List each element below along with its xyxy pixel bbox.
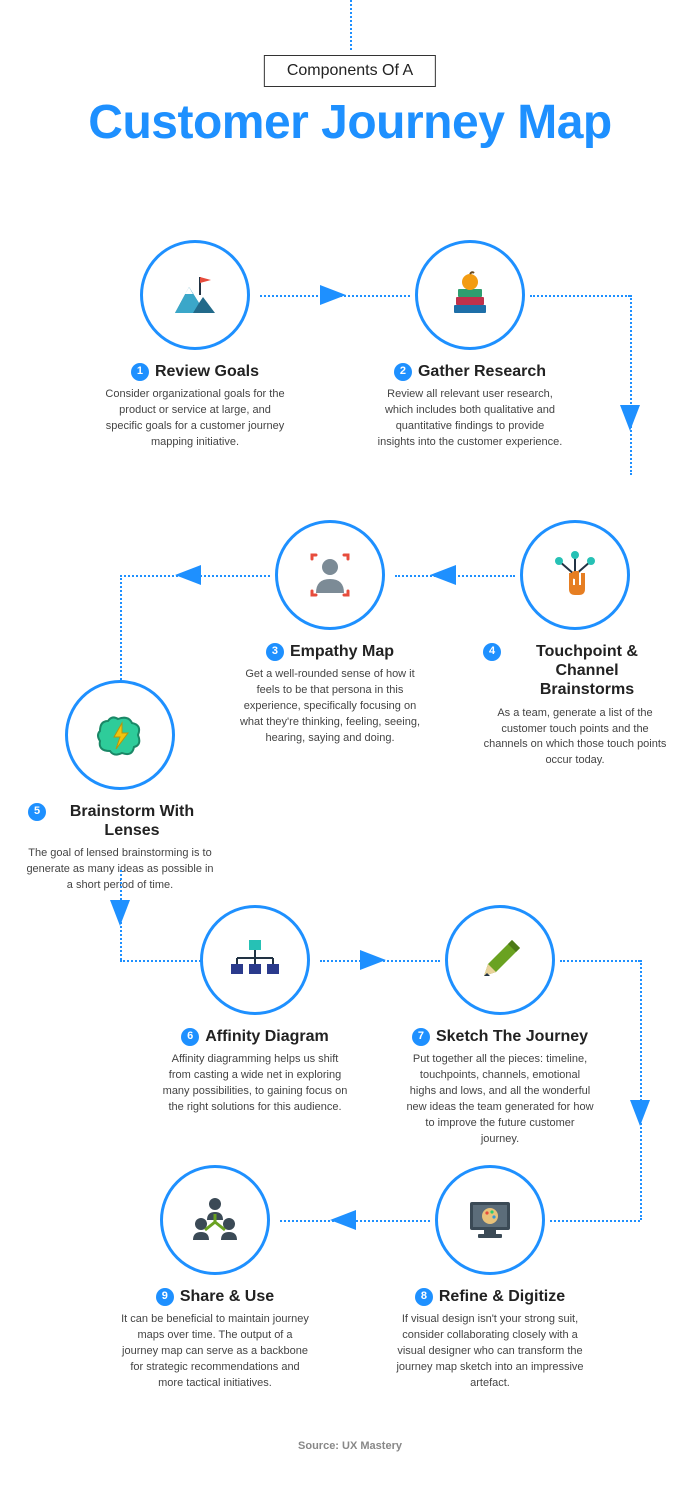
step-7: 7 Sketch The Journey Put together all th… bbox=[400, 905, 600, 1148]
step-9-desc: It can be beneficial to maintain journey… bbox=[115, 1312, 315, 1392]
brain-bolt-icon bbox=[90, 705, 150, 765]
step-1: 1 Review Goals Consider organizational g… bbox=[95, 240, 295, 451]
step-2-circle bbox=[415, 240, 525, 350]
source-prefix: Source: bbox=[298, 1440, 339, 1452]
step-6-number: 6 bbox=[181, 1028, 199, 1046]
header-dotted-line bbox=[350, 0, 352, 50]
connector-7-8a bbox=[560, 960, 640, 962]
step-5-title: Brainstorm With Lenses bbox=[52, 802, 212, 840]
arrow-3-5 bbox=[175, 565, 201, 585]
step-1-number: 1 bbox=[131, 363, 149, 381]
step-6-title: Affinity Diagram bbox=[205, 1027, 329, 1046]
step-2-number: 2 bbox=[394, 363, 412, 381]
step-8-title: Refine & Digitize bbox=[439, 1287, 565, 1306]
step-9-number: 9 bbox=[156, 1288, 174, 1306]
step-5-circle bbox=[65, 680, 175, 790]
step-8-number: 8 bbox=[415, 1288, 433, 1306]
arrow-5-6 bbox=[110, 900, 130, 926]
arrow-4-3 bbox=[430, 565, 456, 585]
arrow-1-2 bbox=[320, 285, 346, 305]
source-credit: Source: UX Mastery bbox=[0, 1440, 700, 1452]
step-3-desc: Get a well-rounded sense of how it feels… bbox=[230, 667, 430, 747]
step-9: 9 Share & Use It can be beneficial to ma… bbox=[115, 1165, 315, 1392]
step-4: 4 Touchpoint & Channel Brainstorms As a … bbox=[475, 520, 675, 769]
hand-nodes-icon bbox=[545, 545, 605, 605]
step-2-desc: Review all relevant user research, which… bbox=[370, 387, 570, 451]
step-4-circle bbox=[520, 520, 630, 630]
step-6-circle bbox=[200, 905, 310, 1015]
step-1-desc: Consider organizational goals for the pr… bbox=[95, 387, 295, 451]
connector-2-4a bbox=[530, 295, 630, 297]
step-3-circle bbox=[275, 520, 385, 630]
step-9-title: Share & Use bbox=[180, 1287, 274, 1306]
connector-2-4b bbox=[630, 295, 632, 475]
arrow-6-7 bbox=[360, 950, 386, 970]
step-3-title: Empathy Map bbox=[290, 642, 394, 661]
step-1-title: Review Goals bbox=[155, 362, 259, 381]
person-brackets-icon bbox=[300, 545, 360, 605]
step-4-number: 4 bbox=[483, 643, 501, 661]
people-share-icon bbox=[185, 1190, 245, 1250]
step-7-desc: Put together all the pieces: timeline, t… bbox=[400, 1052, 600, 1148]
step-3: 3 Empathy Map Get a well-rounded sense o… bbox=[230, 520, 430, 747]
mountain-flag-icon bbox=[165, 265, 225, 325]
step-3-number: 3 bbox=[266, 643, 284, 661]
arrow-7-8 bbox=[630, 1100, 650, 1126]
step-9-circle bbox=[160, 1165, 270, 1275]
step-5-number: 5 bbox=[28, 803, 46, 821]
step-7-title: Sketch The Journey bbox=[436, 1027, 588, 1046]
step-7-number: 7 bbox=[412, 1028, 430, 1046]
books-orange-icon bbox=[440, 265, 500, 325]
source-name: UX Mastery bbox=[342, 1440, 402, 1452]
step-7-circle bbox=[445, 905, 555, 1015]
step-1-circle bbox=[140, 240, 250, 350]
step-4-desc: As a team, generate a list of the custom… bbox=[475, 706, 675, 770]
step-6: 6 Affinity Diagram Affinity diagramming … bbox=[155, 905, 355, 1116]
step-8-circle bbox=[435, 1165, 545, 1275]
org-chart-icon bbox=[225, 930, 285, 990]
step-5: 5 Brainstorm With Lenses The goal of len… bbox=[20, 680, 220, 894]
connector-3-5b bbox=[120, 575, 122, 680]
step-8: 8 Refine & Digitize If visual design isn… bbox=[390, 1165, 590, 1392]
step-4-title: Touchpoint & Channel Brainstorms bbox=[507, 642, 667, 700]
step-8-desc: If visual design isn't your strong suit,… bbox=[390, 1312, 590, 1392]
pencil-icon bbox=[470, 930, 530, 990]
step-2: 2 Gather Research Review all relevant us… bbox=[370, 240, 570, 451]
step-2-title: Gather Research bbox=[418, 362, 546, 381]
monitor-palette-icon bbox=[460, 1190, 520, 1250]
step-6-desc: Affinity diagramming helps us shift from… bbox=[155, 1052, 355, 1116]
page-title: Customer Journey Map bbox=[0, 95, 700, 150]
connector-7-8b bbox=[640, 960, 642, 1220]
arrow-2-4 bbox=[620, 405, 640, 431]
header-eyebrow: Components Of A bbox=[264, 55, 436, 87]
arrow-8-9 bbox=[330, 1210, 356, 1230]
